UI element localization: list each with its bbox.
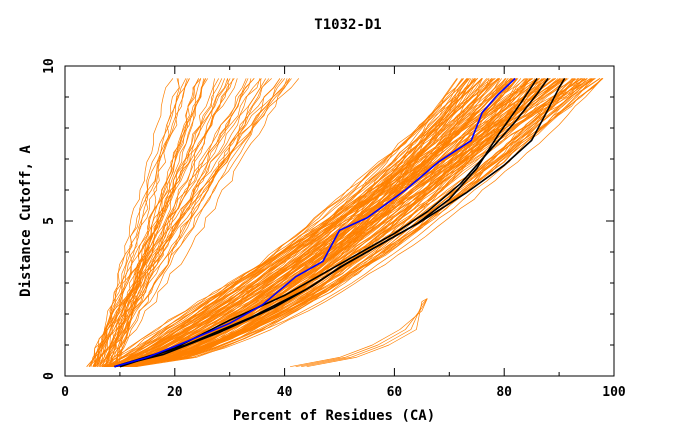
model-curve [95,78,180,367]
model-curve [108,78,223,367]
model-curve [110,78,567,368]
model-curve [301,298,428,368]
x-tick-label: 80 [496,385,512,400]
model-curve [90,78,255,367]
model-curve [89,78,207,367]
y-tick-label: 5 [42,217,57,225]
model-curve [93,78,300,367]
model-curve [88,78,281,367]
x-axis-label: Percent of Residues (CA) [233,408,435,424]
model-curve [105,78,579,368]
model-curve [106,78,468,368]
model-curve [115,78,588,367]
model-curve [101,78,292,367]
model-curve [104,78,582,368]
model-curve [88,78,206,367]
model-curve [132,78,548,368]
model-curve [95,78,238,367]
model-curve [111,78,528,368]
model-curve [104,78,174,367]
model-curve [115,78,270,367]
x-axis: 0 20 40 60 80 100 [61,66,626,400]
model-curve [112,78,515,368]
highlight-curve [114,77,516,368]
model-curve [118,78,561,368]
model-curve [136,78,557,367]
plot-area [86,77,604,368]
x-tick-label: 40 [277,385,293,400]
model-curve [107,78,588,368]
model-curve [133,78,602,368]
reference-curve [114,77,549,368]
model-curve [102,78,581,368]
x-tick-label: 20 [167,385,183,400]
model-curve [130,78,603,368]
model-curve [99,78,261,367]
model-curve [127,78,507,368]
model-curve [116,78,267,367]
model-curve [94,78,262,367]
y-axis: 0 5 10 [42,58,614,380]
y-axis-label: Distance Cutoff, A [18,145,34,297]
model-curve [129,78,538,367]
x-tick-label: 100 [602,385,626,400]
model-curve [290,298,428,368]
model-curve [118,78,546,367]
model-curve [93,78,231,367]
model-curve [96,78,272,367]
model-curve [98,78,286,367]
model-curve [306,298,428,368]
model-curve [106,78,290,367]
y-tick-label: 10 [42,58,57,74]
model-curve [130,78,595,368]
model-curve [92,78,187,367]
model-curve [86,78,235,367]
model-curve [295,298,428,368]
model-curve [107,78,600,368]
model-curve [108,78,527,368]
model-curve [119,78,594,368]
chart-title: T1032-D1 [314,17,381,33]
model-curve [113,78,518,368]
reference-curve [119,77,566,368]
model-curve [110,78,534,368]
model-curve [113,78,596,368]
model-curve [102,78,281,367]
model-curve [111,78,566,368]
model-curve [134,78,567,368]
x-tick-label: 0 [61,385,69,400]
model-curve [103,78,283,367]
model-curve [108,78,478,368]
model-curve [105,78,562,368]
x-tick-label: 60 [387,385,403,400]
model-curve [130,78,540,367]
y-tick-label: 0 [42,372,57,380]
model-curve [118,78,601,368]
